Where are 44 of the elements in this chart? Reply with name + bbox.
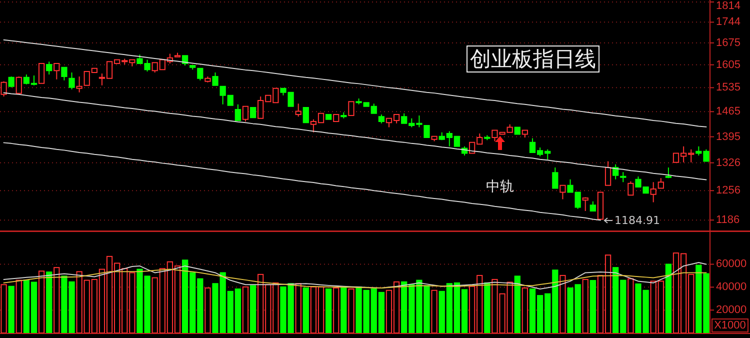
bar	[54, 267, 60, 334]
bar	[340, 287, 347, 334]
bar	[204, 287, 211, 334]
y-tick-label: 1465	[716, 106, 740, 118]
annotation: 1184.91	[614, 214, 660, 228]
y-tick-label: 1744	[716, 16, 740, 28]
bar	[250, 285, 256, 334]
bar	[514, 276, 520, 334]
bar	[242, 286, 249, 334]
bar	[665, 264, 672, 334]
bar	[38, 270, 45, 334]
y-tick-label: 1814	[716, 0, 740, 12]
bar	[590, 280, 596, 334]
bar	[582, 278, 588, 334]
bar	[0, 284, 7, 334]
line-series	[3, 39, 707, 128]
bar	[560, 274, 566, 334]
bar	[16, 280, 22, 334]
annotation: 中轨	[486, 179, 514, 195]
bar	[484, 282, 490, 334]
y-tick-label: 60000	[716, 258, 747, 270]
y-tick-label: 1326	[716, 156, 740, 169]
bar	[522, 287, 528, 334]
y-tick-label: 1605	[716, 58, 740, 71]
y-tick-label: 1395	[716, 130, 740, 143]
line-series	[3, 268, 707, 288]
bar	[295, 283, 302, 334]
bar	[628, 278, 634, 334]
text: X1000	[714, 320, 746, 332]
bar	[333, 287, 340, 334]
y-tick-label: 20000	[716, 304, 747, 316]
bar	[325, 288, 332, 334]
bar	[46, 272, 52, 334]
y-tick-label: 1186	[716, 214, 740, 226]
text: 创业板指日线	[470, 47, 596, 71]
y-tick-label: 40000	[716, 281, 747, 294]
bar	[348, 288, 354, 334]
y-tick-label: 1675	[716, 36, 740, 49]
line-series	[3, 262, 707, 290]
bar	[8, 286, 14, 334]
y-tick-label: 1256	[716, 184, 740, 197]
bar	[431, 290, 438, 334]
bar	[302, 287, 309, 334]
y-tick-label: 1535	[716, 82, 740, 94]
